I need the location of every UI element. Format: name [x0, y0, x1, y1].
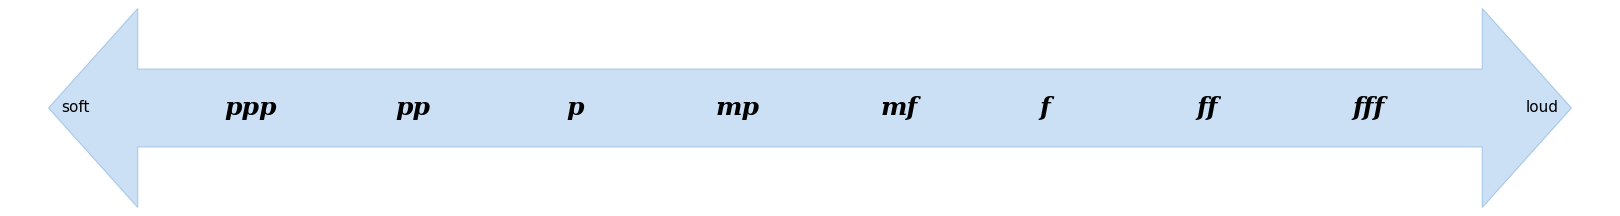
Text: soft: soft	[62, 100, 91, 116]
Text: ff: ff	[1196, 96, 1218, 120]
Text: ppp: ppp	[225, 96, 277, 120]
Text: f: f	[1040, 96, 1050, 120]
Text: pp: pp	[395, 96, 431, 120]
Text: p: p	[567, 96, 583, 120]
Polygon shape	[49, 9, 1571, 207]
Text: mp: mp	[714, 96, 760, 120]
Text: mf: mf	[881, 96, 917, 120]
Text: loud: loud	[1526, 100, 1558, 116]
Text: fff: fff	[1353, 96, 1385, 120]
